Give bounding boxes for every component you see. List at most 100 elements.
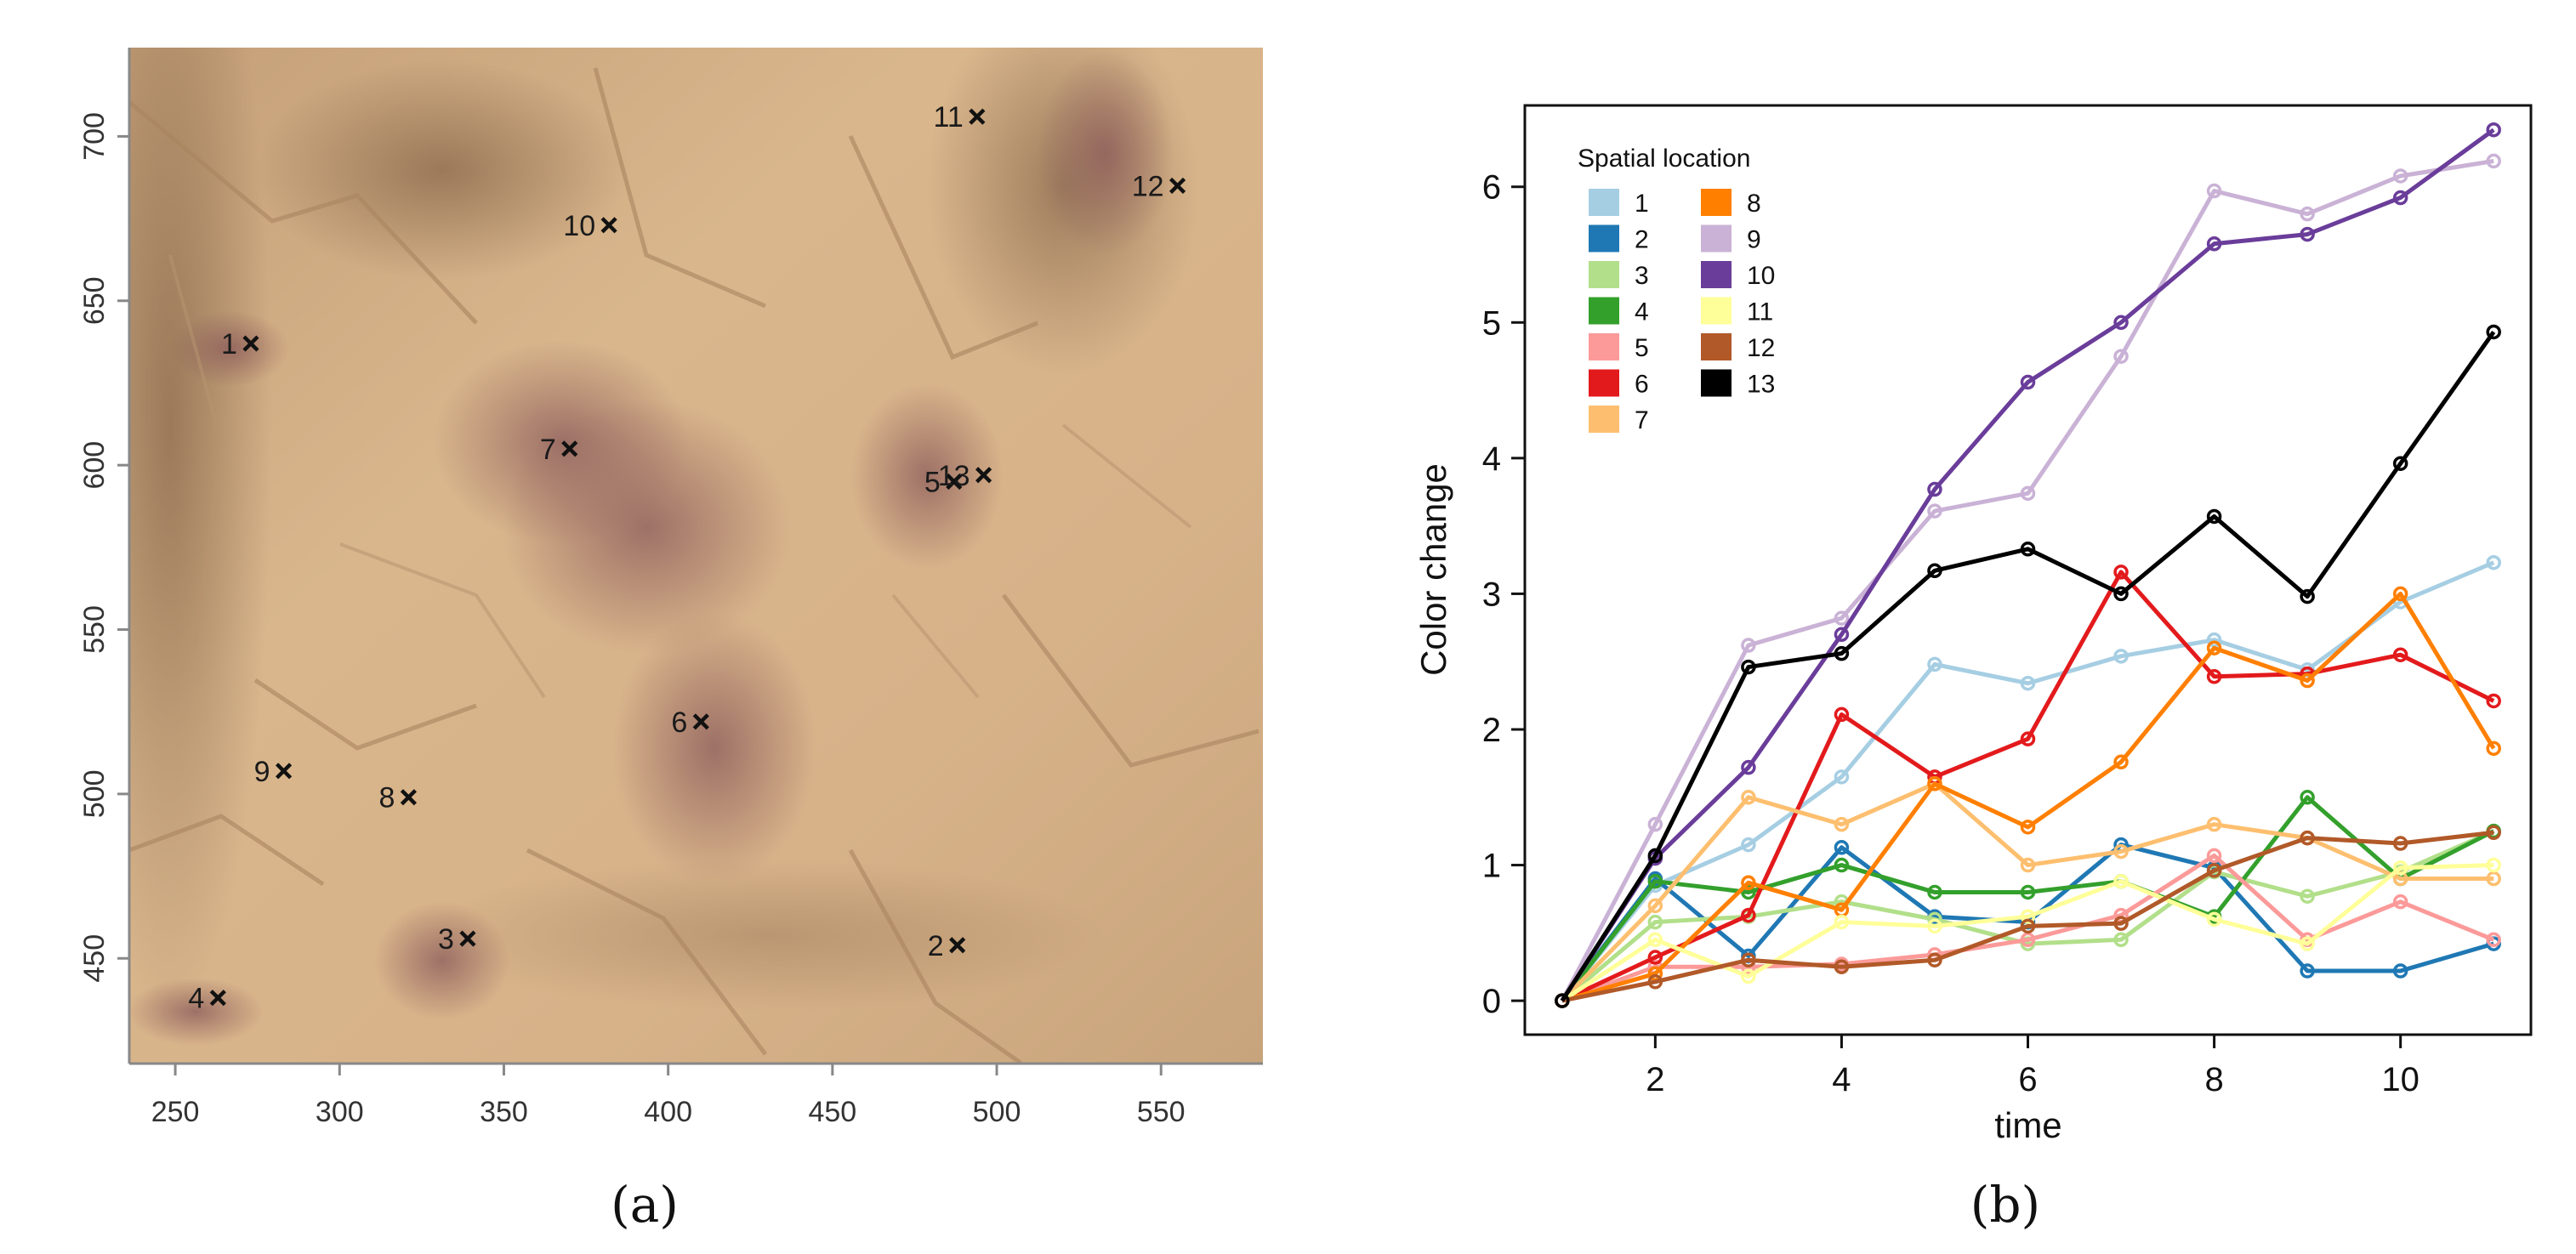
data-point (1927, 884, 1942, 900)
series-line (1561, 781, 2494, 1002)
legend-label: 12 (1747, 334, 1775, 362)
legend-swatch (1589, 224, 1619, 253)
panel-b-x-ticks: 2 4 6 8 10 (1646, 1035, 2420, 1098)
data-point (2113, 586, 2129, 602)
legend-entry-1: 1 (1589, 189, 1649, 218)
legend-swatch (1701, 261, 1732, 288)
legend-label: 11 (1747, 298, 1773, 326)
cross-marker (242, 335, 259, 352)
data-point (2486, 740, 2501, 757)
data-point (2486, 324, 2501, 340)
series-line (1561, 591, 2496, 1003)
location-marker-7: 7 (540, 434, 578, 466)
data-point (1741, 759, 1756, 775)
data-point (1741, 638, 1756, 653)
data-point (2020, 857, 2036, 873)
location-marker-3: 3 (438, 923, 476, 956)
y-tick-label: 450 (78, 934, 111, 983)
data-point (1741, 875, 1756, 891)
data-point (2392, 586, 2408, 602)
data-point (1927, 918, 1942, 934)
y-tick-label: 4 (1482, 440, 1501, 478)
data-point (2486, 825, 2501, 841)
legend-entry-5: 5 (1589, 333, 1649, 362)
marker-label: 7 (540, 434, 556, 466)
location-marker-10: 10 (563, 210, 617, 242)
legend-label: 4 (1635, 298, 1649, 326)
y-tick-label: 600 (78, 441, 111, 490)
data-point (2300, 936, 2315, 951)
marker-label: 2 (928, 930, 944, 962)
data-point (2392, 647, 2408, 662)
data-point (2392, 963, 2408, 979)
data-point (2486, 932, 2501, 948)
legend-label: 13 (1747, 371, 1775, 399)
data-point (2300, 226, 2315, 242)
legend-swatch (1701, 333, 1732, 360)
y-tick-label: 6 (1482, 169, 1501, 207)
series-line (1560, 331, 2496, 1002)
data-point (2020, 374, 2036, 390)
legend-entry-4: 4 (1589, 297, 1649, 326)
series-12 (1555, 825, 2501, 1008)
data-point (2020, 820, 2036, 835)
x-tick-label: 250 (151, 1096, 200, 1128)
y-tick-label: 700 (78, 112, 111, 161)
panel-a-x-ticks: 250 300 350 400 450 500 550 (151, 1064, 1186, 1128)
legend-swatch (1589, 333, 1619, 360)
series-line (1560, 158, 2494, 1002)
cross-marker (276, 763, 293, 780)
data-point (2020, 918, 2036, 934)
data-point (2300, 830, 2315, 846)
series-9 (1555, 153, 2501, 1008)
data-point (2113, 916, 2129, 931)
legend-swatch (1701, 224, 1732, 253)
legend-label: 2 (1635, 226, 1649, 254)
panel-a-label: (a) (611, 1176, 679, 1234)
marker-label: 5 (924, 466, 941, 498)
y-tick-label: 550 (78, 605, 111, 654)
legend-entry-9: 9 (1701, 224, 1761, 254)
marker-label: 6 (671, 706, 687, 739)
y-tick-label: 650 (78, 276, 111, 325)
data-point (2300, 672, 2315, 689)
marker-label: 3 (438, 923, 454, 956)
cross-marker (692, 713, 709, 730)
x-tick-label: 450 (808, 1096, 856, 1128)
legend-label: 5 (1635, 334, 1649, 362)
data-point (1834, 914, 1850, 930)
legend-entry-11: 11 (1701, 297, 1773, 326)
legend-entry-7: 7 (1589, 406, 1649, 434)
data-point (1927, 503, 1942, 519)
data-point (1647, 932, 1663, 948)
data-point (1927, 952, 1942, 967)
data-point (2206, 183, 2222, 199)
panel-b-y-ticks: 0 1 2 3 4 5 6 (1482, 169, 1525, 1020)
legend-label: 7 (1635, 406, 1649, 434)
data-point (1741, 837, 1756, 853)
data-point (1834, 610, 1850, 626)
x-tick-label: 300 (316, 1096, 364, 1128)
x-tick-label: 550 (1137, 1096, 1186, 1128)
data-point (2392, 894, 2408, 910)
data-point (1555, 993, 1570, 1008)
data-point (2486, 871, 2501, 887)
location-marker-6: 6 (671, 706, 709, 739)
data-point (2392, 190, 2408, 206)
series-line (1560, 560, 2495, 1002)
y-tick-label: 0 (1482, 983, 1501, 1020)
data-point (2113, 932, 2129, 948)
data-point (2206, 640, 2222, 655)
data-point (2300, 206, 2315, 222)
series-13 (1555, 324, 2501, 1008)
location-marker-12: 12 (1132, 170, 1186, 202)
legend-swatch (1589, 297, 1619, 325)
legend-title: Spatial location (1578, 145, 1750, 173)
data-point (1834, 645, 1850, 661)
legend-swatch (1589, 369, 1619, 397)
location-marker-13: 13 (938, 460, 992, 492)
legend-entry-12: 12 (1701, 333, 1775, 362)
series-10 (1555, 122, 2501, 1008)
data-point (1647, 974, 1663, 990)
